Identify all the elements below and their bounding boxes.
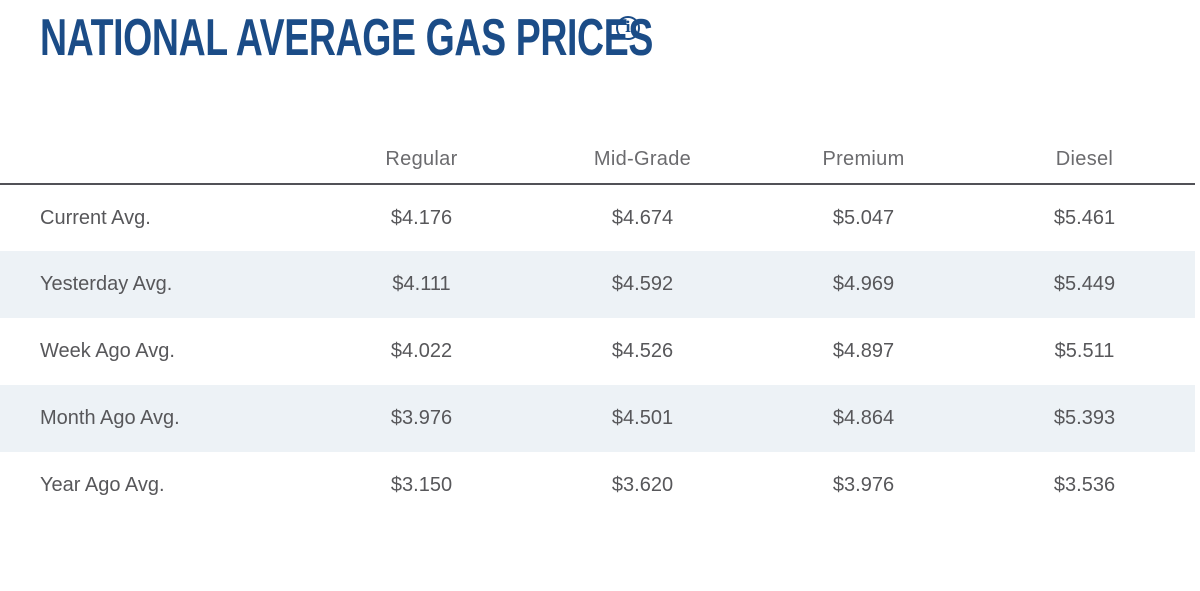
row-label: Week Ago Avg. <box>40 340 175 362</box>
price-cell: $5.393 <box>974 385 1195 452</box>
row-label: Yesterday Avg. <box>0 251 311 318</box>
info-icon[interactable]: i <box>616 16 640 40</box>
price-cell: $4.674 <box>611 206 674 229</box>
table-row-current-avg: Current Avg. $4.176 $4.674 $5.047 $5.461 <box>0 184 1195 251</box>
row-label: Month Ago Avg. <box>0 385 311 452</box>
table-row-yesterday-avg: Yesterday Avg. $4.111 $4.592 $4.969 $5.4… <box>0 251 1195 318</box>
price-cell: $5.511 <box>1054 340 1115 362</box>
row-label: Current Avg. <box>40 206 151 229</box>
price-cell: $4.897 <box>832 340 895 362</box>
info-icon-glyph: i <box>625 17 631 36</box>
price-cell: $3.620 <box>611 474 674 496</box>
page-title-text: NATIONAL AVERAGE GAS PRICES <box>40 9 653 67</box>
price-cell: $4.111 <box>311 251 532 318</box>
column-header-midgrade: Mid-Grade <box>532 135 753 185</box>
price-cell: $4.176 <box>390 206 453 229</box>
column-header-premium: Premium <box>753 135 974 185</box>
column-header-regular: Regular <box>311 135 532 185</box>
price-cell: $3.150 <box>390 474 453 496</box>
price-cell: $4.501 <box>532 385 753 452</box>
price-cell: $4.864 <box>753 385 974 452</box>
row-label: Year Ago Avg. <box>40 474 165 496</box>
page-title: NATIONAL AVERAGE GAS PRICES i <box>40 10 1160 66</box>
price-cell: $5.449 <box>974 251 1195 318</box>
price-cell: $3.976 <box>832 474 895 496</box>
price-cell: $4.022 <box>390 340 453 362</box>
table-row-year-ago-avg: Year Ago Avg. $3.150 $3.620 $3.976 $3.53… <box>0 452 1195 519</box>
price-cell: $4.969 <box>753 251 974 318</box>
price-cell: $4.592 <box>532 251 753 318</box>
table-row-month-ago-avg: Month Ago Avg. $3.976 $4.501 $4.864 $5.3… <box>0 385 1195 452</box>
price-cell: $5.461 <box>1053 206 1116 229</box>
title-bar: NATIONAL AVERAGE GAS PRICES i <box>40 10 1160 66</box>
price-cell: $3.976 <box>311 385 532 452</box>
corner-cell <box>0 135 311 185</box>
price-cell: $3.536 <box>1053 474 1116 496</box>
price-cell: $4.526 <box>611 340 674 362</box>
table-row-week-ago-avg: Week Ago Avg. $4.022 $4.526 $4.897 $5.51… <box>0 318 1195 385</box>
column-header-diesel: Diesel <box>974 135 1195 185</box>
price-cell: $5.047 <box>832 206 895 229</box>
gas-prices-table: Regular Mid-Grade Premium Diesel Current… <box>0 135 1195 519</box>
table-header-row: Regular Mid-Grade Premium Diesel <box>0 135 1195 185</box>
